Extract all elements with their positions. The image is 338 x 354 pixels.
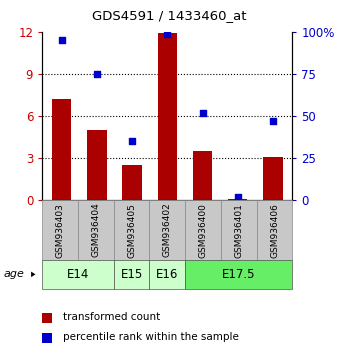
Text: GSM936403: GSM936403 xyxy=(56,202,65,258)
Point xyxy=(129,138,135,144)
Text: GSM936400: GSM936400 xyxy=(198,202,208,258)
Text: GSM936402: GSM936402 xyxy=(163,203,172,257)
Bar xyxy=(158,33,177,200)
Text: E14: E14 xyxy=(67,268,89,281)
Point xyxy=(235,194,240,200)
Text: E17.5: E17.5 xyxy=(222,268,256,281)
Text: transformed count: transformed count xyxy=(63,312,160,322)
Text: GSM936401: GSM936401 xyxy=(234,202,243,258)
Bar xyxy=(52,99,71,200)
Text: GSM936405: GSM936405 xyxy=(127,202,136,258)
Bar xyxy=(122,165,142,200)
Point xyxy=(59,38,64,43)
Bar xyxy=(263,156,283,200)
Bar xyxy=(228,199,247,200)
Text: age: age xyxy=(3,269,24,279)
Point xyxy=(200,110,205,115)
Bar xyxy=(193,151,212,200)
Text: GDS4591 / 1433460_at: GDS4591 / 1433460_at xyxy=(92,10,246,22)
Point xyxy=(270,118,276,124)
Polygon shape xyxy=(31,272,35,277)
Point xyxy=(165,31,170,36)
Text: percentile rank within the sample: percentile rank within the sample xyxy=(63,332,238,342)
Text: E16: E16 xyxy=(156,268,178,281)
Text: GSM936404: GSM936404 xyxy=(91,203,100,257)
Point xyxy=(94,71,100,77)
Text: E15: E15 xyxy=(120,268,143,281)
Bar xyxy=(87,130,106,200)
Text: GSM936406: GSM936406 xyxy=(270,202,279,258)
